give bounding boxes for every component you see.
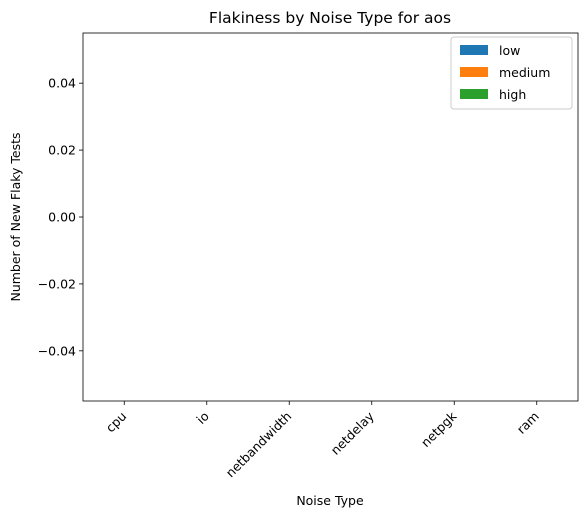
legend-label-medium: medium bbox=[499, 65, 550, 80]
legend-swatch-high bbox=[460, 89, 488, 99]
x-axis-ticks: cpu io netbandwidth netdelay netpgk ram bbox=[103, 401, 542, 480]
y-tick-label: 0.04 bbox=[48, 76, 76, 91]
legend: low medium high bbox=[450, 36, 573, 110]
legend-label-high: high bbox=[499, 87, 526, 102]
y-tick-label: −0.02 bbox=[38, 276, 76, 291]
x-tick-label: io bbox=[193, 409, 211, 427]
x-tick-label: netdelay bbox=[328, 408, 378, 458]
legend-swatch-medium bbox=[460, 67, 488, 77]
x-tick-label: cpu bbox=[103, 409, 130, 436]
x-axis-label: Noise Type bbox=[296, 493, 364, 508]
x-tick-label: netpgk bbox=[418, 408, 460, 450]
x-tick-label: netbandwidth bbox=[223, 409, 295, 481]
chart-title: Flakiness by Noise Type for aos bbox=[209, 9, 451, 27]
x-tick-label: ram bbox=[514, 409, 542, 437]
y-axis-ticks: −0.04 −0.02 0.00 0.02 0.04 bbox=[38, 76, 83, 358]
y-tick-label: 0.02 bbox=[48, 143, 76, 158]
legend-label-low: low bbox=[499, 43, 520, 58]
y-tick-label: −0.04 bbox=[38, 343, 76, 358]
y-axis-label: Number of New Flaky Tests bbox=[8, 132, 23, 301]
plot-frame bbox=[82, 32, 579, 402]
y-tick-label: 0.00 bbox=[48, 210, 76, 225]
legend-swatch-low bbox=[460, 45, 488, 55]
